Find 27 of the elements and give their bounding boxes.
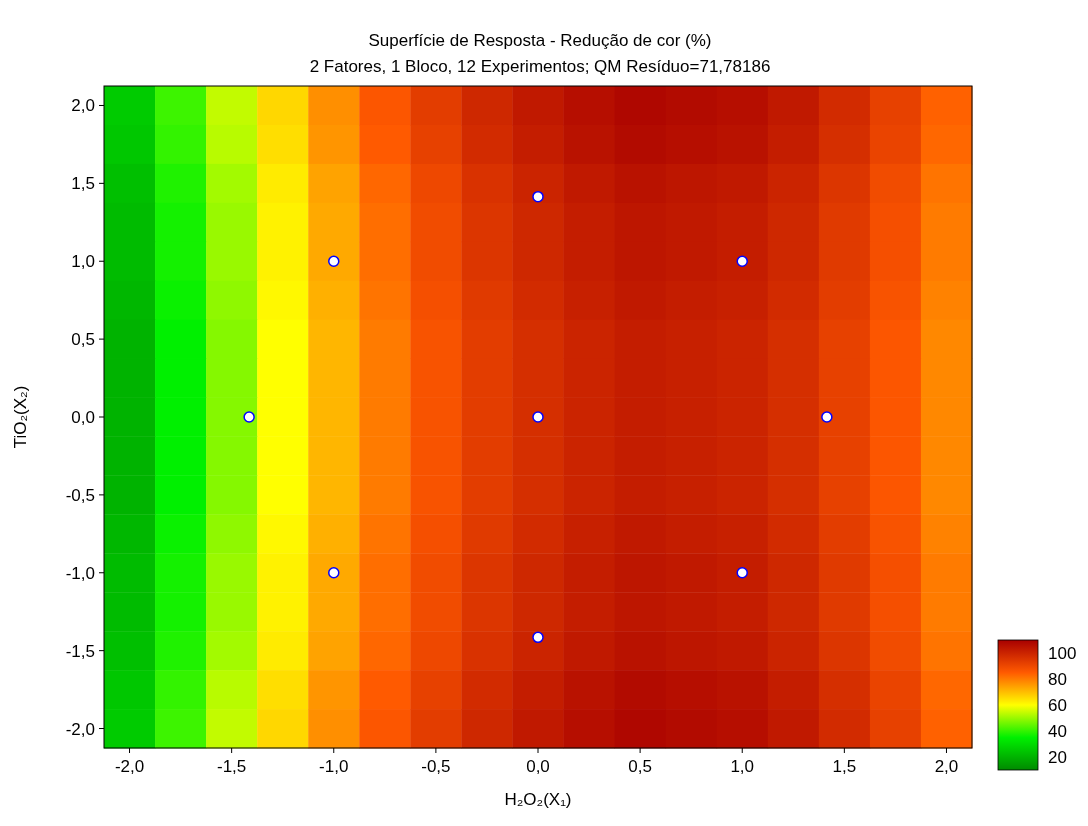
y-tick-label: 2,0: [71, 96, 95, 116]
y-axis-title: TiO₂(X₂): [11, 385, 30, 449]
x-tick-label: 2,0: [934, 757, 959, 776]
x-tick-label: -1,0: [319, 757, 349, 776]
y-tick-label: 0,0: [71, 408, 95, 427]
x-axis-title: H₂O₂(X₁): [504, 790, 572, 809]
x-tick-label: 0,0: [526, 757, 550, 776]
y-tick-label: -1,0: [65, 563, 95, 583]
x-tick-label: 1,0: [730, 757, 755, 776]
color-bar-label: 20: [1048, 748, 1067, 767]
chart-subtitle: 2 Fatores, 1 Bloco, 12 Experimentos; QM Resíduo=71,78186: [309, 57, 771, 76]
y-tick-label: 1,5: [71, 174, 95, 194]
x-tick-label: -2,0: [114, 757, 145, 776]
y-tick-label: -2,0: [65, 719, 95, 739]
color-bar-label: 100: [1048, 644, 1077, 663]
color-bar-label: 80: [1048, 670, 1067, 689]
y-tick-label: -1,5: [65, 641, 95, 661]
color-bar-label: 40: [1048, 722, 1067, 741]
x-tick-label: -0,5: [421, 757, 451, 776]
y-tick-label: 1,0: [71, 252, 95, 272]
x-tick-label: 1,5: [832, 757, 857, 776]
x-tick-label: -1,5: [217, 757, 247, 776]
chart-title: Superfície de Resposta - Redução de cor (%): [368, 31, 712, 50]
y-tick-label: -0,5: [65, 485, 95, 505]
y-tick-label: 0,5: [71, 330, 95, 350]
color-bar-label: 60: [1048, 696, 1067, 715]
x-tick-label: 0,5: [628, 757, 652, 776]
